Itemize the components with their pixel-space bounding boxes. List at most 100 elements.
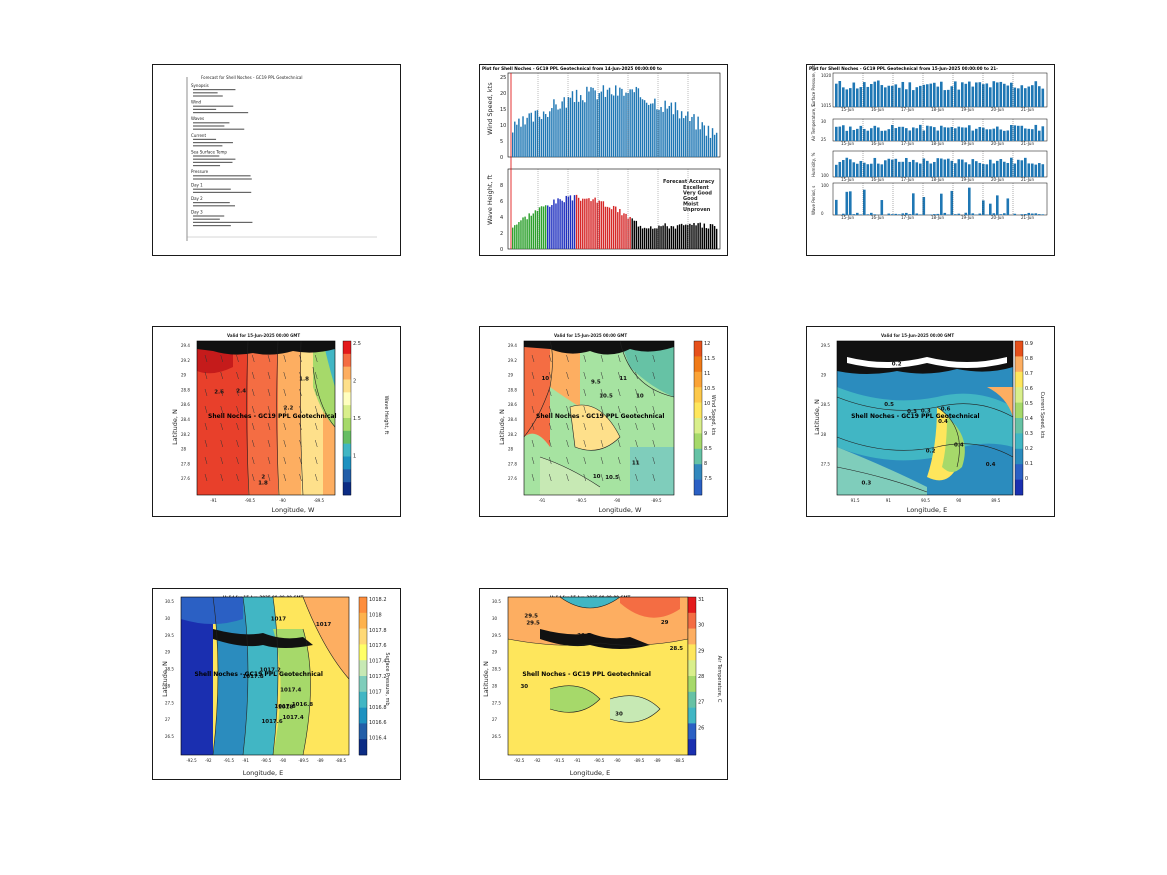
multi-bar (1006, 85, 1010, 107)
colorbar-swatch (343, 430, 351, 444)
x-tick: -90 (279, 498, 286, 503)
colorbar-tick: 0.5 (1025, 401, 1033, 407)
wave-bar (713, 225, 716, 249)
vector-arrow (236, 422, 239, 431)
multi-bar (978, 162, 982, 177)
wind-bar (652, 103, 654, 157)
wave-bar (645, 228, 648, 249)
multi-bar (884, 160, 887, 177)
colorbar-swatch (359, 691, 367, 708)
vector-arrow (618, 405, 621, 414)
vector-arrow (583, 473, 586, 482)
multi-bar (1034, 213, 1038, 215)
vector-arrow (267, 388, 271, 397)
y-tick: 28.4 (181, 417, 190, 422)
x-tick: -92.5 (514, 758, 525, 763)
multi-row-tick: 30 (821, 119, 827, 124)
colorbar-tick: 0.6 (1025, 386, 1033, 392)
wind-bar (514, 121, 516, 157)
day-label: 21-Jun (1021, 215, 1034, 220)
colorbar-swatch (694, 371, 702, 388)
x-tick: -90.5 (576, 498, 587, 503)
contour-label: 11 (632, 460, 640, 466)
wind-tick: 15 (500, 107, 506, 113)
vector-arrow (299, 439, 302, 448)
x-tick: 90.5 (921, 498, 930, 503)
wave-bar (547, 205, 549, 249)
wave-height-map-panel[interactable]: Valid for 15-Jun-2025 00:00 GMT 2.6 2.4 2.… (152, 326, 401, 517)
wave-bar (549, 206, 551, 249)
multi-bar (996, 126, 999, 141)
multi-bar (887, 129, 891, 141)
temp-map-cbar-label: Air Temperature, C (716, 656, 722, 703)
multi-bar (912, 127, 915, 141)
report-text-line (193, 165, 221, 167)
colorbar-tick: 2 (353, 379, 356, 385)
colorbar-swatch (694, 387, 702, 403)
report-text-line (193, 112, 249, 114)
vector-arrow (600, 422, 604, 431)
y-tick: 30 (492, 616, 498, 621)
surface-pressure-map-panel[interactable]: Valid for 15-Jun-2025 00:00:00 GMT 10171… (152, 588, 401, 780)
wind-bar (672, 114, 675, 157)
multi-bar (971, 213, 975, 215)
contour-label: 1017.6 (261, 719, 282, 725)
contour-line (272, 596, 279, 756)
legend-entry: Unproven (683, 207, 711, 213)
x-tick: -89.5 (634, 758, 645, 763)
wind-bar (569, 97, 572, 157)
multi-bar (866, 214, 870, 215)
vector-arrow (618, 439, 621, 448)
multi-bar (971, 159, 975, 177)
multi-parameter-panel[interactable]: Plot for Shell Noches - GC19 PPL Geotech… (806, 64, 1055, 256)
y-tick: 30.5 (492, 599, 501, 604)
pressure-map-cbar-label: Surface Pressure, mb (384, 652, 390, 705)
temp-map-xlabel: Longitude, E (570, 769, 611, 777)
wave-bar (520, 220, 522, 249)
multi-bar (891, 159, 894, 177)
multi-bar (985, 83, 989, 107)
multi-bar (1024, 88, 1027, 107)
legend-entry: Good (683, 196, 698, 202)
wind-bar (530, 112, 532, 157)
colorbar-tick: 1017 (369, 689, 382, 695)
multi-bar (898, 214, 901, 215)
vector-arrow (267, 456, 271, 465)
wave-bar (596, 202, 598, 249)
map-field-band (181, 597, 243, 624)
wave-bar (672, 226, 675, 249)
forecast-report-panel[interactable]: Forecast for Shell Noches - GC19 PPL Geo… (152, 64, 401, 256)
contour-label: 28.5 (670, 646, 684, 652)
multi-bar (926, 125, 929, 141)
contour-label: 0.5 (884, 402, 894, 408)
wind-bar (633, 92, 635, 157)
wind-map-title: Valid for 15-Jun-2025 00:00 GMT (554, 333, 627, 338)
x-tick: -90.5 (594, 758, 605, 763)
wave-bar (579, 200, 582, 249)
multi-bar (957, 89, 961, 107)
y-tick: 28 (181, 447, 187, 452)
multi-bar (859, 125, 863, 141)
multi-bar (996, 82, 999, 107)
current-speed-map-panel[interactable]: Valid for 15-Jun-2025 00:00 GMT 0.3 0.4 0.… (806, 326, 1055, 517)
colorbar-swatch (359, 628, 367, 645)
vector-arrow (618, 371, 621, 380)
vector-arrow (267, 371, 271, 380)
colorbar-swatch (1015, 464, 1023, 480)
wind-wave-timeseries-panel[interactable]: Plot for Shell Noches - GC19 PPL Geotech… (479, 64, 728, 256)
wind-bar (660, 106, 662, 157)
current-speed-map: Valid for 15-Jun-2025 00:00 GMT 0.3 0.4 0.… (813, 333, 1045, 514)
wind-bar (588, 91, 590, 157)
wave-bar (612, 205, 615, 249)
air-temperature-map-panel[interactable]: Valid for 15-Jun-2025 00:00:00 GMT 29.52… (479, 588, 728, 780)
wind-speed-map-panel[interactable]: Valid for 15-Jun-2025 00:00 GMT 10.5 11 10… (479, 326, 728, 517)
multi-bar (1017, 159, 1020, 177)
colorbar-tick: 9.5 (704, 416, 712, 422)
colorbar-tick: 1.5 (353, 416, 361, 422)
colorbar-swatch (343, 392, 351, 406)
vector-arrow (220, 422, 223, 431)
colorbar-tick: 1018.2 (369, 597, 387, 603)
wave-bar (670, 226, 673, 249)
day-label: 21-Jun (1021, 177, 1034, 182)
wave-bar (592, 199, 594, 249)
